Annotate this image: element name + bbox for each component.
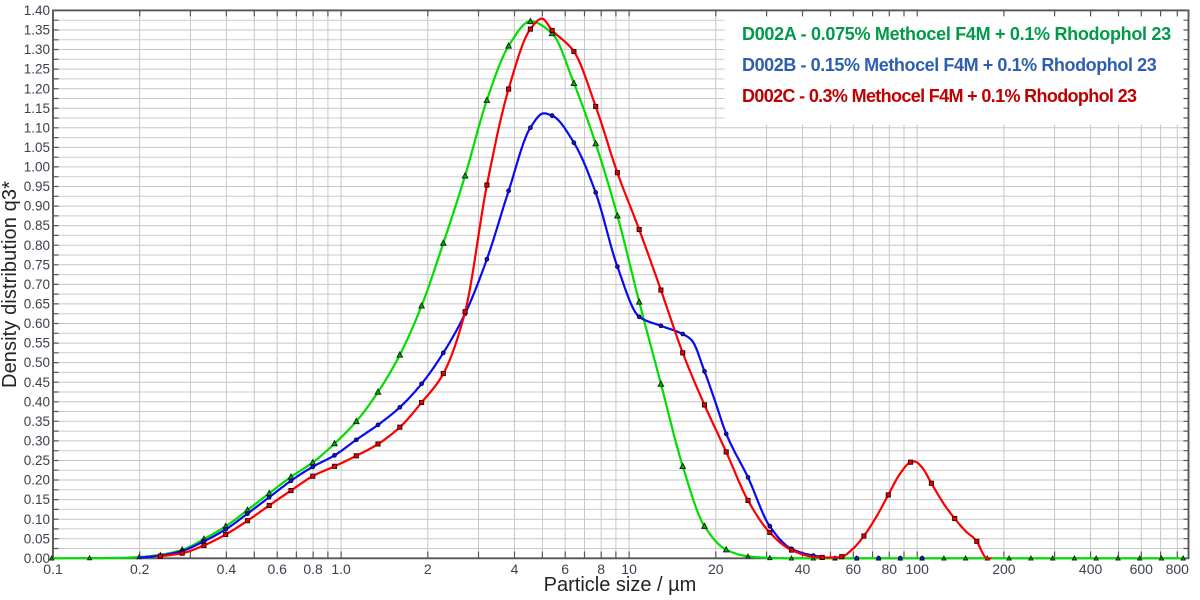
svg-text:0.1: 0.1: [43, 561, 63, 577]
svg-text:0.2: 0.2: [130, 561, 150, 577]
svg-text:Density distribution q3*: Density distribution q3*: [0, 181, 21, 388]
svg-text:0.50: 0.50: [24, 355, 50, 370]
svg-text:0.20: 0.20: [24, 473, 50, 488]
svg-text:0.45: 0.45: [24, 375, 50, 390]
svg-text:1.20: 1.20: [24, 81, 50, 96]
svg-text:0.75: 0.75: [24, 257, 50, 272]
svg-text:100: 100: [906, 561, 930, 577]
svg-text:0.55: 0.55: [24, 336, 50, 351]
svg-text:0.70: 0.70: [24, 277, 50, 292]
svg-text:0.00: 0.00: [24, 551, 50, 566]
svg-text:40: 40: [795, 561, 811, 577]
svg-text:1.05: 1.05: [24, 140, 50, 155]
svg-text:0.65: 0.65: [24, 297, 50, 312]
svg-text:80: 80: [882, 561, 898, 577]
svg-text:0.35: 0.35: [24, 414, 50, 429]
svg-text:0.60: 0.60: [24, 316, 50, 331]
svg-text:800: 800: [1166, 561, 1190, 577]
svg-text:1.15: 1.15: [24, 101, 50, 116]
svg-text:0.05: 0.05: [24, 531, 50, 546]
svg-text:0.95: 0.95: [24, 179, 50, 194]
svg-text:0.25: 0.25: [24, 453, 50, 468]
svg-text:D002B - 0.15% Methocel F4M + 0: D002B - 0.15% Methocel F4M + 0.1% Rhodop…: [742, 55, 1157, 75]
svg-text:1.00: 1.00: [24, 160, 50, 175]
svg-text:0.30: 0.30: [24, 434, 50, 449]
svg-text:20: 20: [708, 561, 724, 577]
svg-text:1.40: 1.40: [24, 3, 50, 18]
svg-text:0.4: 0.4: [217, 561, 237, 577]
svg-text:600: 600: [1130, 561, 1154, 577]
svg-text:1.30: 1.30: [24, 42, 50, 57]
svg-text:1.25: 1.25: [24, 62, 50, 77]
svg-text:D002A - 0.075% Methocel F4M +: D002A - 0.075% Methocel F4M + 0.1% Rhodo…: [742, 24, 1171, 44]
svg-text:D002C - 0.3% Methocel F4M + 0.: D002C - 0.3% Methocel F4M + 0.1% Rhodoph…: [742, 86, 1137, 106]
svg-text:0.8: 0.8: [303, 561, 323, 577]
svg-text:Particle size / µm: Particle size / µm: [544, 574, 697, 596]
svg-text:0.90: 0.90: [24, 199, 50, 214]
svg-text:0.40: 0.40: [24, 394, 50, 409]
svg-text:10: 10: [621, 561, 637, 577]
svg-text:0.80: 0.80: [24, 238, 50, 253]
svg-text:6: 6: [561, 561, 569, 577]
svg-text:0.6: 0.6: [267, 561, 287, 577]
svg-text:1.35: 1.35: [24, 23, 50, 38]
svg-text:1.10: 1.10: [24, 120, 50, 135]
svg-text:0.10: 0.10: [24, 512, 50, 527]
svg-text:1.0: 1.0: [331, 561, 351, 577]
svg-text:400: 400: [1079, 561, 1103, 577]
svg-text:4: 4: [511, 561, 519, 577]
svg-text:0.15: 0.15: [24, 492, 50, 507]
svg-text:8: 8: [597, 561, 605, 577]
svg-text:2: 2: [424, 561, 432, 577]
svg-text:200: 200: [992, 561, 1016, 577]
svg-text:60: 60: [846, 561, 862, 577]
svg-text:0.85: 0.85: [24, 218, 50, 233]
